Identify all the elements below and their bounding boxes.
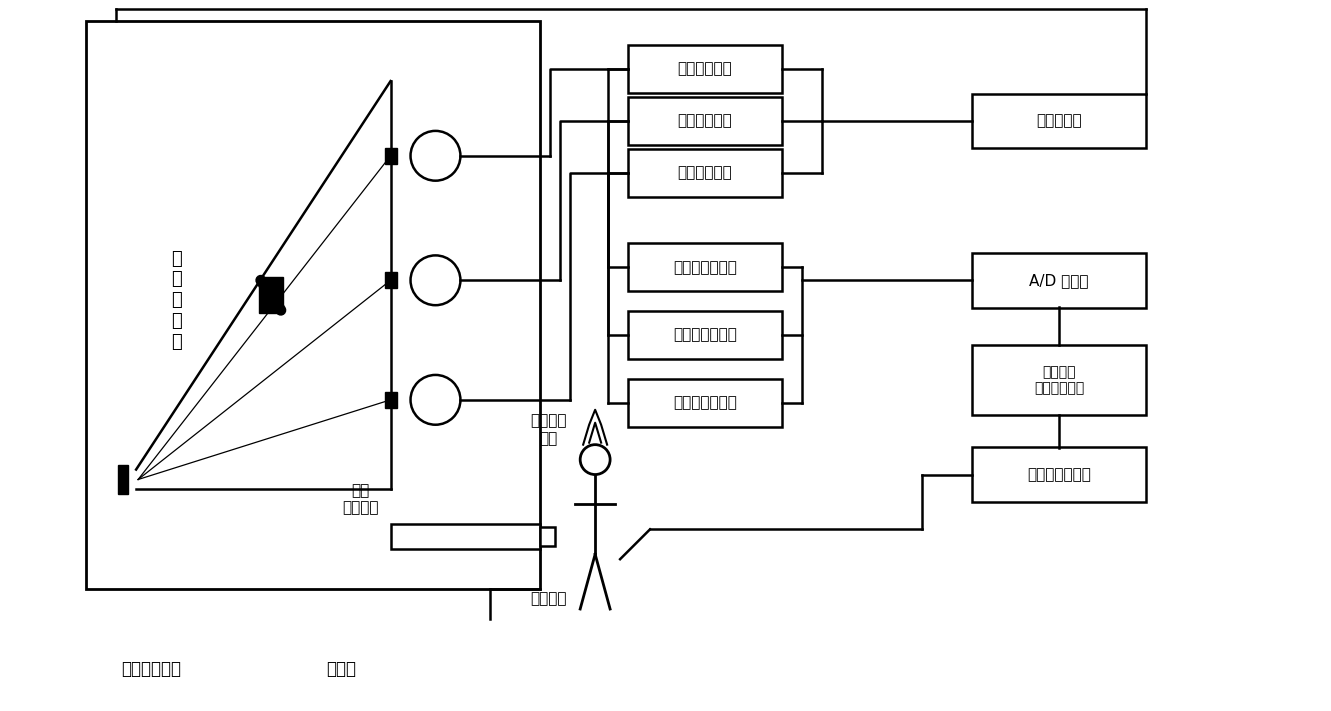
Bar (628, 379, 783, 427)
Text: インテグレータ: インテグレータ (673, 260, 737, 275)
Text: アッテネータ: アッテネータ (677, 165, 732, 180)
Text: 出口
スリット: 出口 スリット (342, 483, 379, 515)
Bar (628, 311, 783, 359)
Text: 凹面回析格子: 凹面回析格子 (121, 660, 181, 678)
Bar (972, 447, 1146, 502)
Bar (628, 46, 783, 93)
Bar (390, 524, 540, 549)
Bar (385, 392, 397, 408)
Bar (972, 94, 1146, 149)
Bar (118, 464, 128, 494)
Text: マイクロ
コンピュータ: マイクロ コンピュータ (1034, 365, 1085, 395)
Text: インテグレータ: インテグレータ (673, 328, 737, 343)
Bar (628, 97, 783, 145)
Text: アッテネータ: アッテネータ (677, 62, 732, 77)
Text: 分光器: 分光器 (326, 660, 355, 678)
Text: アッテネータ: アッテネータ (677, 114, 732, 129)
Text: インタフェイス: インタフェイス (1028, 467, 1091, 482)
FancyBboxPatch shape (258, 277, 282, 313)
Bar (972, 253, 1146, 308)
Text: インテグレータ: インテグレータ (673, 395, 737, 410)
Bar (628, 149, 783, 197)
Text: 温
度
セ
ン
サ: 温 度 セ ン サ (170, 250, 181, 351)
Bar (628, 243, 783, 292)
Bar (385, 148, 397, 164)
Text: A/D 変換器: A/D 変換器 (1029, 273, 1089, 288)
Bar (87, 21, 540, 589)
Text: 負高圧電源: 負高圧電源 (1037, 114, 1082, 129)
Text: プラズマ
発光: プラズマ 発光 (530, 414, 567, 446)
Bar (385, 272, 397, 288)
Bar (972, 345, 1146, 415)
Bar (540, 528, 555, 546)
Text: 分析試料: 分析試料 (530, 592, 567, 606)
